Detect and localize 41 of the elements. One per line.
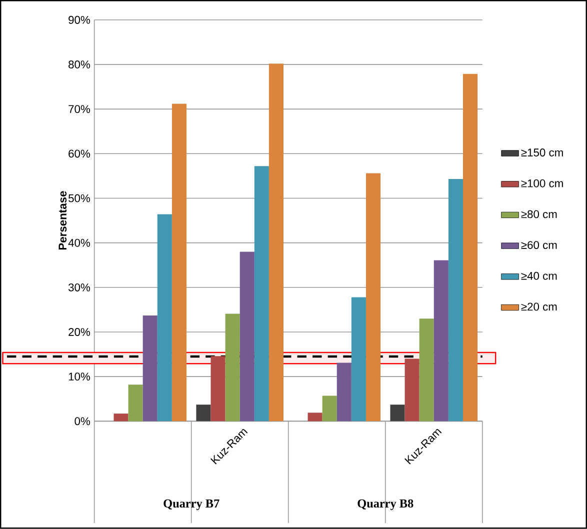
y-tick-label: 90%	[68, 16, 90, 24]
y-tick-label: 30%	[68, 284, 90, 292]
legend-label: ≥20 cm	[521, 302, 557, 311]
legend-label: ≥100 cm	[521, 180, 563, 188]
bar	[225, 314, 240, 422]
y-tick-label: 80%	[68, 60, 90, 69]
bar	[210, 356, 226, 422]
bar	[322, 396, 337, 422]
bar	[351, 297, 366, 422]
y-tick-label: 40%	[68, 239, 90, 247]
bar	[172, 104, 186, 422]
bar	[142, 316, 158, 422]
bar	[404, 358, 420, 422]
bar	[462, 74, 478, 422]
bar	[419, 318, 434, 422]
bar	[434, 260, 448, 422]
y-tick-label: 50%	[68, 194, 90, 202]
legend-label: ≥40 cm	[521, 272, 557, 280]
text: Quarry B8	[358, 499, 414, 510]
bar	[366, 173, 381, 422]
y-axis-title: Persentase	[58, 191, 67, 250]
y-tick-label: 10%	[68, 372, 90, 381]
y-tick-label: 0%	[74, 417, 90, 426]
bar	[268, 64, 284, 422]
legend-label: ≥60 cm	[521, 241, 557, 250]
text: Quarry B7	[164, 500, 220, 510]
bar	[336, 362, 352, 422]
bar	[308, 412, 322, 422]
bar	[157, 214, 172, 422]
y-tick-label: 70%	[68, 105, 90, 114]
y-tick-label: 60%	[68, 150, 90, 158]
y-tick-label: 20%	[68, 328, 90, 336]
bar	[254, 166, 269, 422]
bar	[128, 384, 143, 422]
bar	[448, 179, 463, 422]
bar	[390, 404, 405, 422]
legend-label: ≥80 cm	[521, 210, 557, 218]
bar	[114, 414, 128, 422]
bar	[196, 404, 211, 422]
legend-label: ≥150 cm	[521, 148, 563, 157]
bar	[240, 252, 254, 422]
